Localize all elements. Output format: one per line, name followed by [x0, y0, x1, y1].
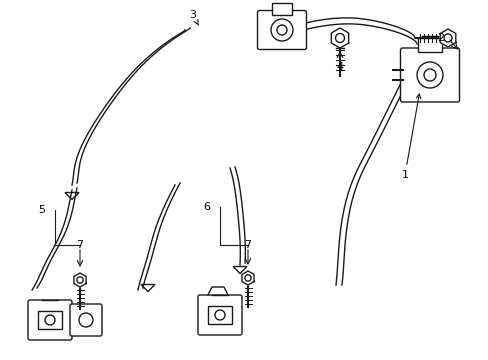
- Bar: [38, 311, 62, 329]
- Circle shape: [416, 62, 442, 88]
- Circle shape: [77, 277, 83, 283]
- Text: 3: 3: [189, 10, 198, 25]
- Circle shape: [79, 313, 93, 327]
- FancyBboxPatch shape: [28, 300, 72, 340]
- Text: 4: 4: [336, 62, 343, 72]
- Bar: [417, 38, 441, 52]
- Text: 5: 5: [39, 205, 45, 215]
- Polygon shape: [242, 271, 254, 285]
- FancyBboxPatch shape: [198, 295, 242, 335]
- Circle shape: [335, 33, 344, 42]
- FancyBboxPatch shape: [70, 304, 102, 336]
- Text: 6: 6: [203, 202, 210, 212]
- Circle shape: [270, 19, 292, 41]
- Circle shape: [244, 275, 251, 281]
- FancyBboxPatch shape: [257, 10, 306, 49]
- Circle shape: [276, 25, 286, 35]
- Circle shape: [45, 315, 55, 325]
- Text: 2: 2: [436, 33, 443, 43]
- Text: 7: 7: [76, 240, 83, 250]
- Text: 1: 1: [401, 94, 420, 180]
- Circle shape: [423, 69, 435, 81]
- Bar: [207, 306, 231, 324]
- Circle shape: [443, 34, 451, 42]
- Circle shape: [215, 310, 224, 320]
- Text: 7: 7: [244, 240, 251, 250]
- Polygon shape: [439, 29, 455, 47]
- Polygon shape: [74, 273, 86, 287]
- Polygon shape: [331, 28, 348, 48]
- Bar: [271, 3, 291, 14]
- FancyBboxPatch shape: [400, 48, 459, 102]
